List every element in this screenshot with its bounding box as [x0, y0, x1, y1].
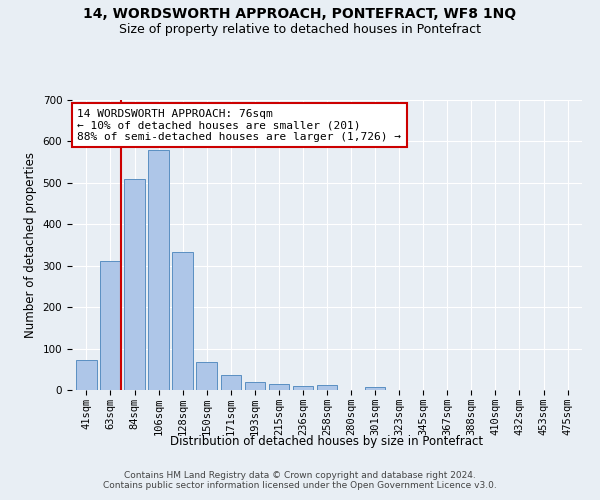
Bar — [100, 260, 121, 390]
Bar — [293, 386, 313, 390]
Text: 14, WORDSWORTH APPROACH, PONTEFRACT, WF8 1NQ: 14, WORDSWORTH APPROACH, PONTEFRACT, WF8… — [83, 8, 517, 22]
Bar — [245, 382, 265, 390]
Text: Size of property relative to detached houses in Pontefract: Size of property relative to detached ho… — [119, 22, 481, 36]
Bar — [124, 178, 145, 390]
Text: Contains HM Land Registry data © Crown copyright and database right 2024.
Contai: Contains HM Land Registry data © Crown c… — [103, 470, 497, 490]
Text: 14 WORDSWORTH APPROACH: 76sqm
← 10% of detached houses are smaller (201)
88% of : 14 WORDSWORTH APPROACH: 76sqm ← 10% of d… — [77, 108, 401, 142]
Bar — [365, 386, 385, 390]
Bar — [196, 362, 217, 390]
Bar — [148, 150, 169, 390]
Bar — [269, 384, 289, 390]
Bar — [221, 374, 241, 390]
Text: Distribution of detached houses by size in Pontefract: Distribution of detached houses by size … — [170, 435, 484, 448]
Bar — [317, 385, 337, 390]
Bar — [172, 252, 193, 390]
Y-axis label: Number of detached properties: Number of detached properties — [24, 152, 37, 338]
Bar — [76, 360, 97, 390]
